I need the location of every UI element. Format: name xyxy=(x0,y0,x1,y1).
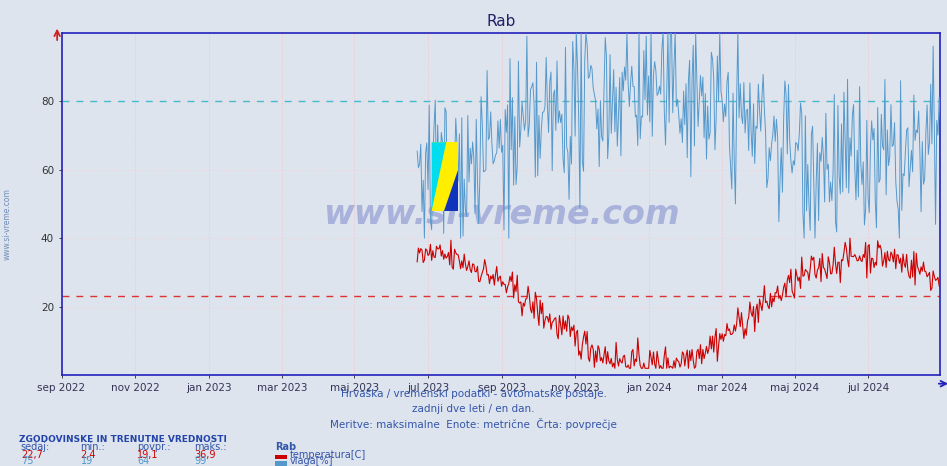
Text: 75: 75 xyxy=(21,456,33,466)
Text: 99: 99 xyxy=(194,456,206,466)
Text: maks.:: maks.: xyxy=(194,442,226,452)
Polygon shape xyxy=(432,142,446,211)
Text: 36,9: 36,9 xyxy=(194,450,216,459)
Text: povpr.:: povpr.: xyxy=(137,442,170,452)
Text: 19,1: 19,1 xyxy=(137,450,159,459)
Title: Rab: Rab xyxy=(486,14,516,29)
Text: 64: 64 xyxy=(137,456,150,466)
Text: Rab: Rab xyxy=(275,442,295,452)
Text: Meritve: maksimalne  Enote: metrične  Črta: povprečje: Meritve: maksimalne Enote: metrične Črta… xyxy=(331,418,616,430)
Text: min.:: min.: xyxy=(80,442,105,452)
Bar xyxy=(432,142,458,211)
Text: sedaj:: sedaj: xyxy=(21,442,50,452)
Text: ZGODOVINSKE IN TRENUTNE VREDNOSTI: ZGODOVINSKE IN TRENUTNE VREDNOSTI xyxy=(19,435,227,444)
Text: Hrvaška / vremenski podatki - avtomatske postaje.: Hrvaška / vremenski podatki - avtomatske… xyxy=(341,389,606,399)
Text: www.si-vreme.com: www.si-vreme.com xyxy=(323,198,679,231)
Text: 2,4: 2,4 xyxy=(80,450,96,459)
Text: temperatura[C]: temperatura[C] xyxy=(290,450,366,459)
Text: vlaga[%]: vlaga[%] xyxy=(290,456,333,466)
Text: zadnji dve leti / en dan.: zadnji dve leti / en dan. xyxy=(412,404,535,414)
Text: www.si-vreme.com: www.si-vreme.com xyxy=(3,188,12,260)
Polygon shape xyxy=(443,170,458,211)
Text: 22,7: 22,7 xyxy=(21,450,43,459)
Text: 19: 19 xyxy=(80,456,93,466)
